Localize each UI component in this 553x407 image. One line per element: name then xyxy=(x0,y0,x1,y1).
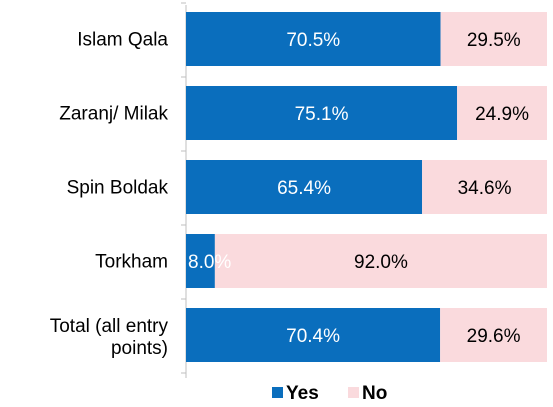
data-label-yes: 70.5% xyxy=(286,30,340,51)
category-label: Zaranj/ Milak xyxy=(59,104,168,125)
bar-segment-yes xyxy=(186,160,423,214)
data-label-no: 29.5% xyxy=(467,30,521,51)
data-label-yes: 65.4% xyxy=(277,178,331,199)
bar-segment-yes xyxy=(186,234,215,288)
data-label-yes: 70.4% xyxy=(286,326,340,347)
category-label: Spin Boldak xyxy=(67,178,169,199)
bar-segment-no xyxy=(440,308,547,362)
bar-segment-no xyxy=(214,234,547,288)
category-label: Islam Qala xyxy=(77,30,168,51)
data-label-yes: 8.0% xyxy=(188,252,231,273)
bar-segment-yes xyxy=(186,86,458,140)
category-label: Torkham xyxy=(95,252,168,273)
legend-swatch-yes xyxy=(272,387,283,398)
data-label-no: 29.6% xyxy=(467,326,521,347)
data-label-no: 24.9% xyxy=(475,104,529,125)
bar-segment-no xyxy=(422,160,547,214)
data-label-yes: 75.1% xyxy=(295,104,349,125)
data-label-no: 92.0% xyxy=(354,252,408,273)
legend-swatch-no xyxy=(348,387,359,398)
category-label: Total (all entry points) xyxy=(50,316,169,359)
bar-segment-yes xyxy=(186,12,441,66)
data-label-no: 34.6% xyxy=(458,178,512,199)
bar-segment-no xyxy=(457,86,547,140)
bar-segment-yes xyxy=(186,308,441,362)
legend-label-no: No xyxy=(362,383,387,404)
bar-segment-no xyxy=(440,12,547,66)
legend-label-yes: Yes xyxy=(286,383,319,404)
